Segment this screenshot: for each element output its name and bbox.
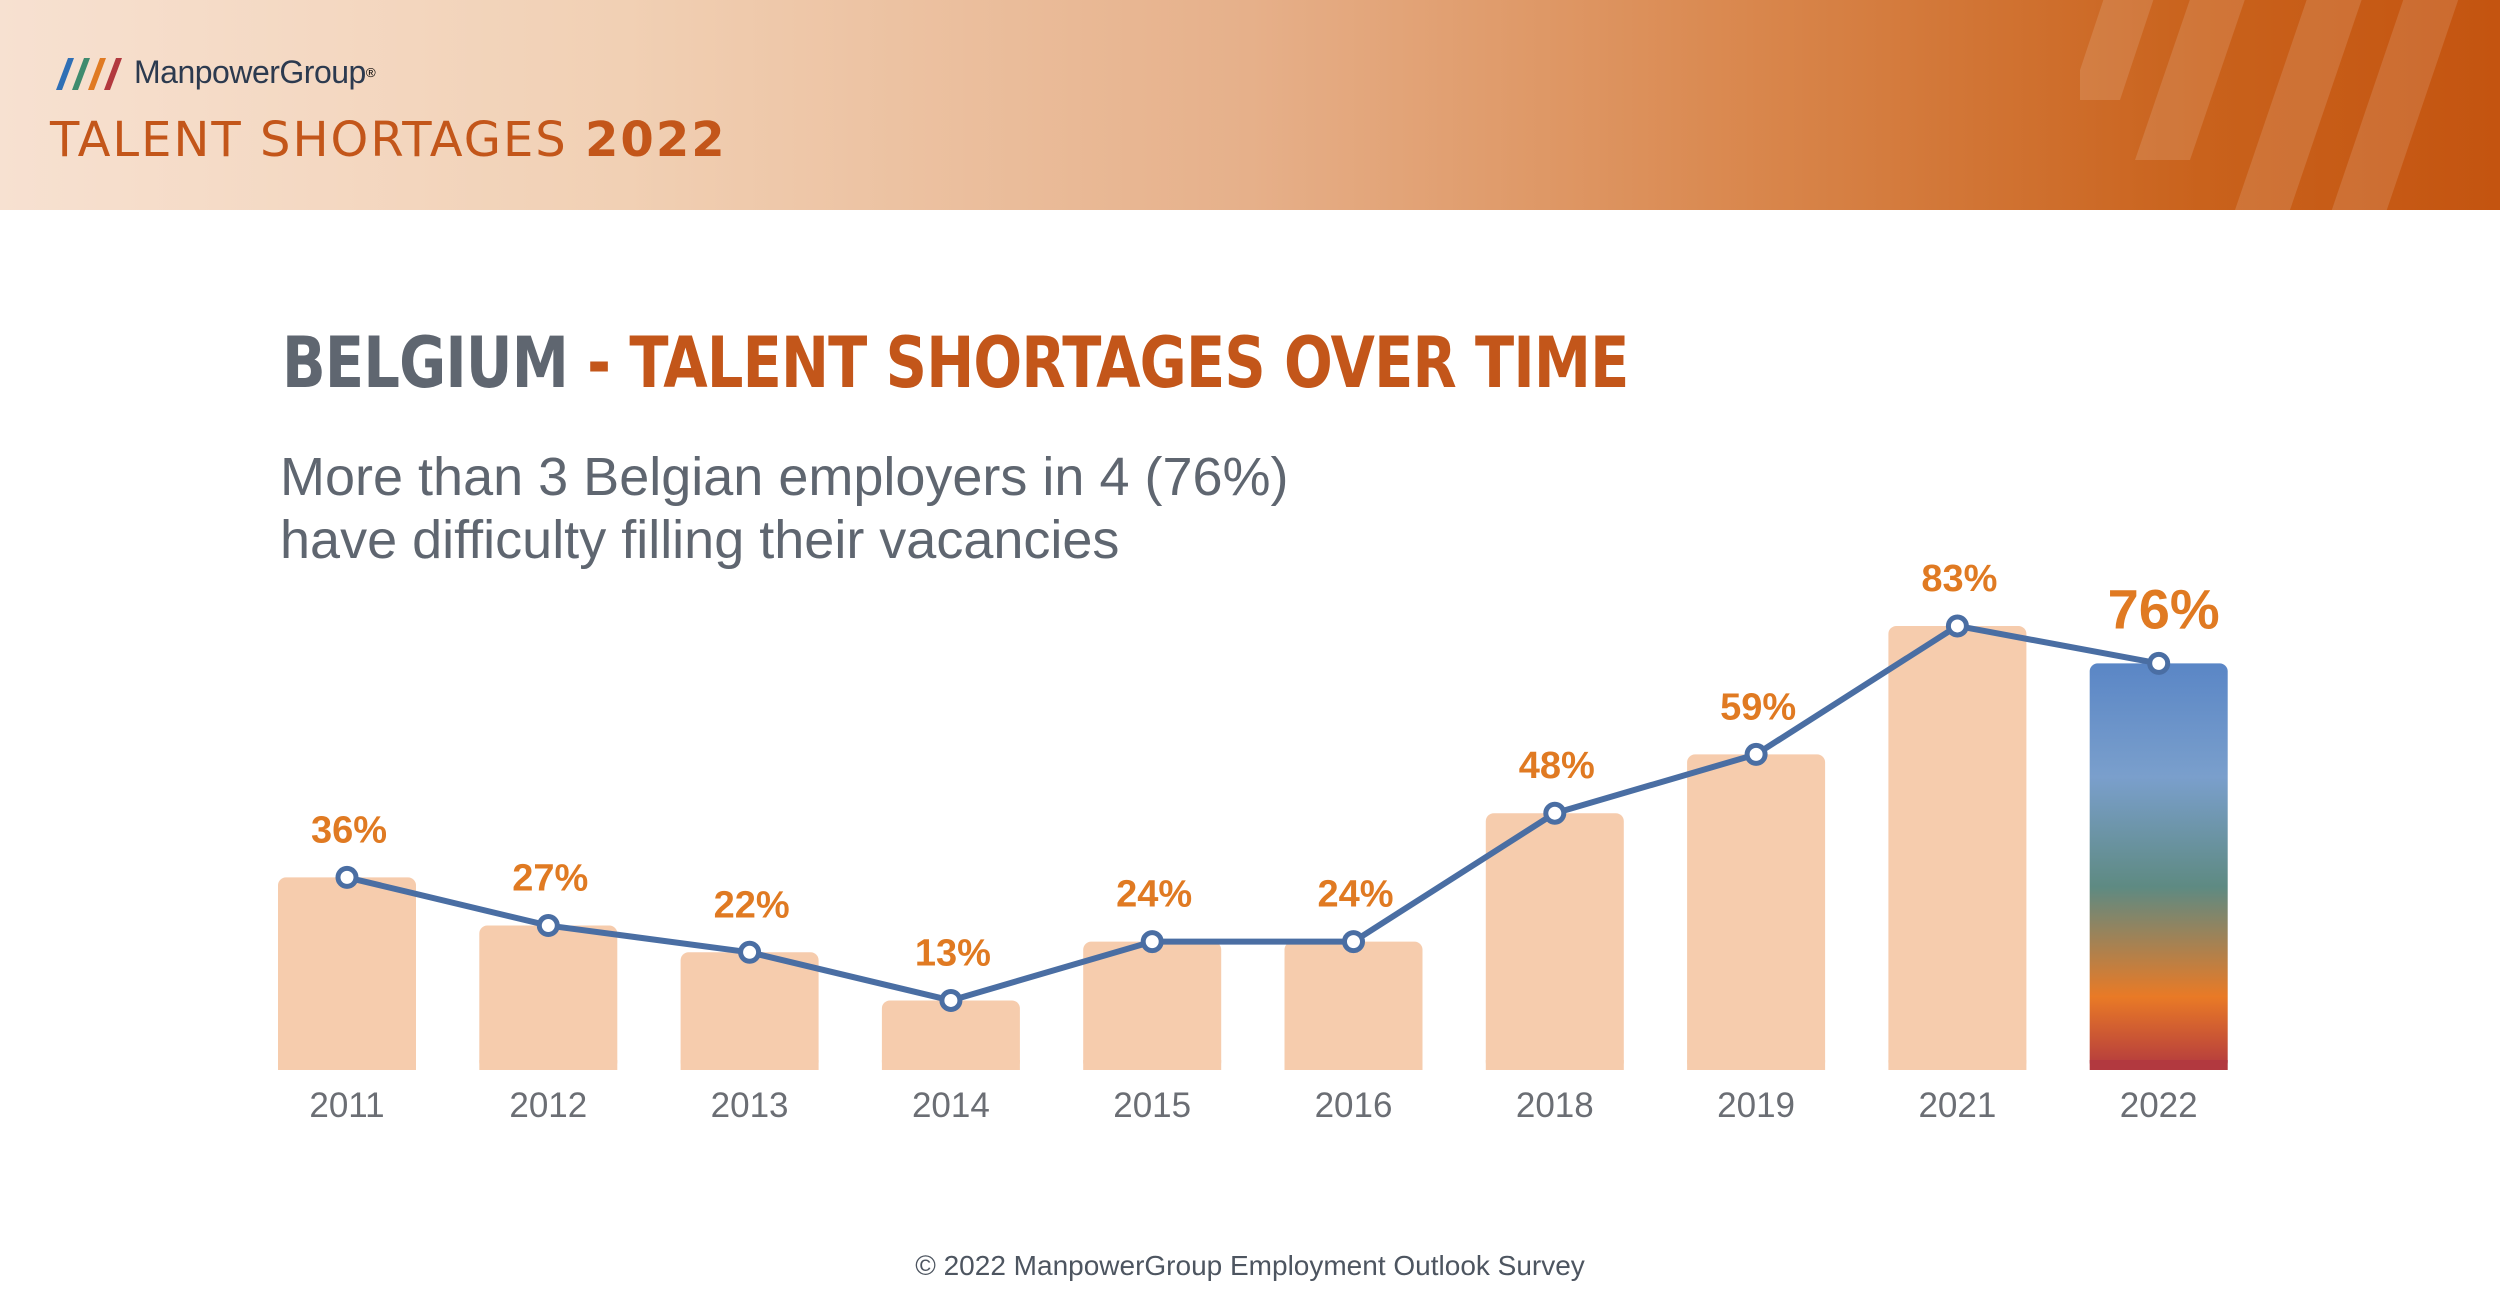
- data-point-2016: [1342, 930, 1365, 954]
- bar-2013: [680, 952, 819, 1070]
- report-title-text: TALENT SHORTAGES: [50, 112, 568, 168]
- bar-2011: [278, 877, 416, 1070]
- data-label: 13%: [915, 932, 991, 974]
- bar-2012: [479, 925, 618, 1070]
- bar-2021: [1888, 625, 2027, 1070]
- data-point-2018: [1543, 801, 1567, 825]
- data-point-2013: [738, 940, 762, 964]
- report-header-banner: ManpowerGroup ® TALENT SHORTAGES 2022: [0, 0, 2500, 210]
- bar-base-2013: [680, 1060, 819, 1070]
- data-label: 24%: [1317, 874, 1393, 916]
- chart-subtitle: More than 3 Belgian employers in 4 (76%)…: [280, 446, 1580, 571]
- bar-2014: [881, 1000, 1020, 1070]
- data-point-2019: [1744, 742, 1768, 766]
- brand-logo: ManpowerGroup ®: [52, 50, 376, 94]
- x-tick-label: 2022: [2120, 1086, 2198, 1125]
- data-point-2012: [536, 914, 560, 938]
- data-point-2015: [1140, 930, 1164, 954]
- bar-base-2021: [1888, 1060, 2027, 1070]
- x-tick-label: 2019: [1717, 1086, 1795, 1125]
- data-label: 48%: [1519, 745, 1595, 787]
- bar-base-2015: [1083, 1060, 1222, 1070]
- bar-base-2012: [479, 1060, 618, 1070]
- bar-base-2022: [2089, 1060, 2228, 1070]
- bar-2018: [1485, 813, 1624, 1070]
- bar-2016: [1284, 941, 1423, 1070]
- bar-base-2018: [1485, 1060, 1624, 1070]
- data-label: 27%: [512, 858, 588, 900]
- x-tick-label: 2014: [912, 1086, 990, 1125]
- data-label: 83%: [1921, 558, 1997, 600]
- data-label: 76%: [2108, 577, 2220, 640]
- x-tick-label: 2013: [711, 1086, 789, 1125]
- report-title: TALENT SHORTAGES 2022: [50, 112, 727, 168]
- data-label: 22%: [714, 884, 790, 926]
- bar-base-2016: [1284, 1060, 1423, 1070]
- x-tick-label: 2011: [309, 1086, 384, 1125]
- chart-title-topic: TALENT SHORTAGES OVER TIME: [629, 322, 1629, 404]
- bar-base-2011: [278, 1060, 416, 1070]
- data-point-2021: [1945, 614, 1969, 638]
- bar-base-2019: [1687, 1060, 1826, 1070]
- x-tick-label: 2015: [1113, 1086, 1191, 1125]
- chart-title: BELGIUM - TALENT SHORTAGES OVER TIME: [282, 322, 1629, 404]
- x-tick-label: 2018: [1516, 1086, 1594, 1125]
- x-tick-label: 2016: [1315, 1086, 1393, 1125]
- report-year: 2022: [585, 112, 727, 168]
- data-point-2022: [2147, 651, 2171, 675]
- manpowergroup-logo-icon: [56, 58, 122, 90]
- data-point-2011: [335, 865, 359, 889]
- subtitle-line: More than 3 Belgian employers in 4 (76%): [280, 447, 1289, 507]
- chart-title-separator: -: [568, 322, 630, 404]
- data-label: 36%: [311, 809, 387, 851]
- bar-base-2014: [881, 1060, 1020, 1070]
- chart-title-country: BELGIUM: [282, 322, 569, 404]
- trademark-symbol: ®: [365, 64, 376, 80]
- x-tick-label: 2021: [1918, 1086, 1996, 1125]
- x-tick-label: 2012: [509, 1086, 587, 1125]
- brand-name: ManpowerGroup: [134, 53, 366, 90]
- bar-2019: [1687, 754, 1826, 1070]
- bar-2022: [2089, 663, 2228, 1070]
- data-point-2014: [939, 988, 963, 1012]
- bar-2015: [1083, 941, 1222, 1070]
- subtitle-line: have difficulty filling their vacancies: [280, 509, 1120, 570]
- data-label: 59%: [1720, 686, 1796, 728]
- trend-line: [346, 622, 2160, 1004]
- decorative-stripes: [2080, 0, 2459, 210]
- data-label: 24%: [1116, 874, 1192, 916]
- footer-copyright: © 2022 ManpowerGroup Employment Outlook …: [915, 1250, 1585, 1281]
